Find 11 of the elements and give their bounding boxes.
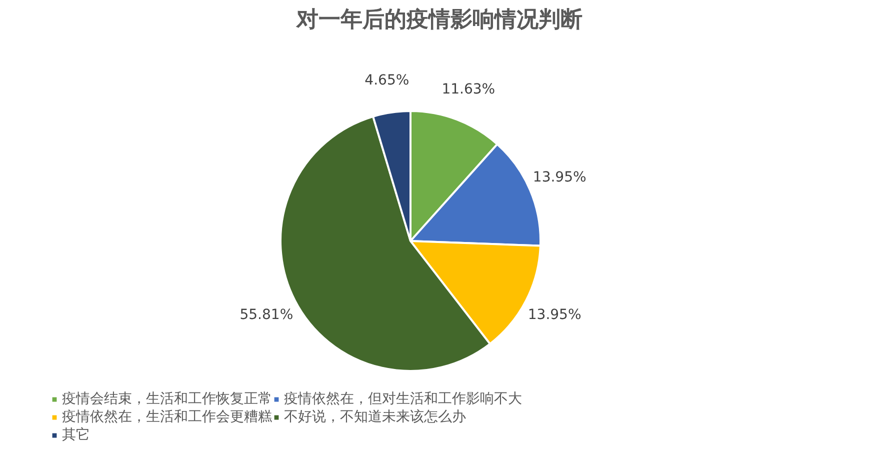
data-label: 13.95% [528,307,582,324]
data-label: 55.81% [240,307,294,324]
legend-label: 疫情依然在，生活和工作会更糟糕 [62,408,272,426]
legend-label: 疫情依然在，但对生活和工作影响不大 [284,390,522,408]
data-label: 11.63% [442,82,496,98]
legend-label: 其它 [62,426,90,444]
chart-title: 对一年后的疫情影响情况判断 [296,8,582,32]
legend-label: 不好说，不知道未来该怎么办 [284,408,466,426]
data-label: 13.95% [532,170,586,186]
legend-label: 疫情会结束，生活和工作恢复正常 [62,390,272,408]
data-label: 4.65% [364,72,410,89]
